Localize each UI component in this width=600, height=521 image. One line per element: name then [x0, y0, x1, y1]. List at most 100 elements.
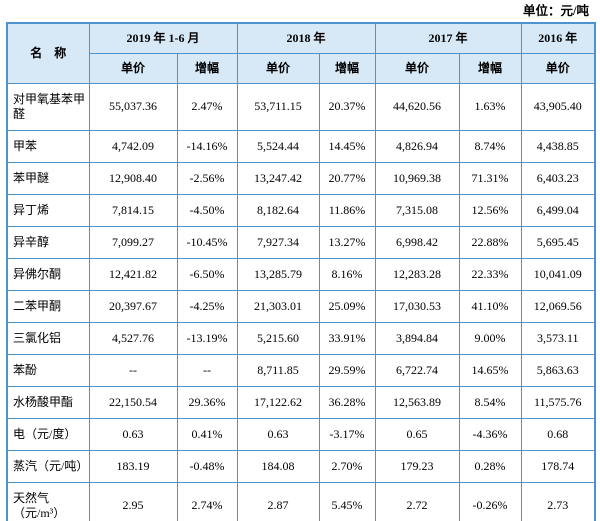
price-cell: --: [88, 353, 178, 387]
header-price-2017: 单价: [374, 52, 460, 84]
pct-cell: 14.45%: [318, 129, 376, 163]
price-cell: 6,499.04: [520, 193, 596, 227]
row-name: 苯甲醚: [6, 161, 90, 195]
table-body: 对甲氧基苯甲醛 55,037.36 2.47% 53,711.15 20.37% 44,6…: [6, 82, 596, 521]
price-cell: 5,863.63: [520, 353, 596, 387]
price-cell: 20,397.67: [88, 289, 178, 323]
price-cell: 7,814.15: [88, 193, 178, 227]
price-cell: 12,908.40: [88, 161, 178, 195]
pct-cell: -6.50%: [176, 257, 238, 291]
row-name: 甲苯: [6, 129, 90, 163]
table-row: 异丁烯 7,814.15 -4.50% 8,182.64 11.86% 7,315.08 1…: [6, 193, 596, 227]
pct-cell: -0.48%: [176, 449, 238, 483]
header-row-years: 名 称 2019 年 1-6 月 2018 年 2017 年 2016 年: [6, 22, 596, 84]
price-cell: 4,826.94: [374, 129, 460, 163]
table-row: 水杨酸甲酯 22,150.54 29.36% 17,122.62 36.28% 12,56…: [6, 385, 596, 419]
pct-cell: 41.10%: [458, 289, 522, 323]
header-2019: 2019 年 1-6 月: [88, 22, 238, 54]
price-cell: 6,403.23: [520, 161, 596, 195]
pct-cell: -4.25%: [176, 289, 238, 323]
pct-cell: 25.09%: [318, 289, 376, 323]
price-cell: 12,421.82: [88, 257, 178, 291]
price-cell: 21,303.01: [236, 289, 320, 323]
price-cell: 55,037.36: [88, 82, 178, 131]
row-name: 水杨酸甲酯: [6, 385, 90, 419]
price-cell: 8,711.85: [236, 353, 320, 387]
price-cell: 13,247.42: [236, 161, 320, 195]
pct-cell: 22.88%: [458, 225, 522, 259]
table-row: 甲苯 4,742.09 -14.16% 5,524.44 14.45% 4,826.94 8…: [6, 129, 596, 163]
row-name: 蒸汽（元/吨）: [6, 449, 90, 483]
header-price-2018: 单价: [236, 52, 320, 84]
price-cell: 7,927.34: [236, 225, 320, 259]
price-cell: 2.73: [520, 481, 596, 521]
pct-cell: 13.27%: [318, 225, 376, 259]
table-row: 异佛尔酮 12,421.82 -6.50% 13,285.79 8.16% 12,283.…: [6, 257, 596, 291]
price-cell: 7,315.08: [374, 193, 460, 227]
header-name: 名 称: [6, 22, 90, 84]
pct-cell: 33.91%: [318, 321, 376, 355]
row-name: 苯酚: [6, 353, 90, 387]
pct-cell: 11.86%: [318, 193, 376, 227]
price-cell: 3,573.11: [520, 321, 596, 355]
price-cell: 4,742.09: [88, 129, 178, 163]
price-cell: 43,905.40: [520, 82, 596, 131]
price-cell: 0.63: [88, 417, 178, 451]
price-cell: 5,215.60: [236, 321, 320, 355]
price-cell: 2.95: [88, 481, 178, 521]
price-cell: 17,122.62: [236, 385, 320, 419]
price-cell: 183.19: [88, 449, 178, 483]
price-cell: 44,620.56: [374, 82, 460, 131]
price-cell: 5,695.45: [520, 225, 596, 259]
pct-cell: -14.16%: [176, 129, 238, 163]
table-row: 天然气（元/m³） 2.95 2.74% 2.87 5.45% 2.72 -0.26% 2.7…: [6, 481, 596, 521]
price-cell: 6,998.42: [374, 225, 460, 259]
price-cell: 0.63: [236, 417, 320, 451]
price-cell: 12,283.28: [374, 257, 460, 291]
header-pct-2019: 增幅: [176, 52, 238, 84]
price-cell: 22,150.54: [88, 385, 178, 419]
price-cell: 179.23: [374, 449, 460, 483]
pct-cell: 71.31%: [458, 161, 522, 195]
pct-cell: 8.16%: [318, 257, 376, 291]
price-cell: 0.68: [520, 417, 596, 451]
pct-cell: 9.00%: [458, 321, 522, 355]
header-price-2019: 单价: [88, 52, 178, 84]
table-row: 对甲氧基苯甲醛 55,037.36 2.47% 53,711.15 20.37% 44,6…: [6, 82, 596, 131]
row-name: 二苯甲酮: [6, 289, 90, 323]
pct-cell: --: [176, 353, 238, 387]
header-row-metrics: 单价 增幅 单价 增幅 单价 增幅 单价: [7, 52, 596, 84]
pct-cell: 2.74%: [176, 481, 238, 521]
pct-cell: 20.77%: [318, 161, 376, 195]
unit-label: 单位：元/吨: [523, 4, 589, 18]
price-cell: 10,969.38: [374, 161, 460, 195]
row-name: 三氯化铝: [6, 321, 90, 355]
pct-cell: 5.45%: [318, 481, 376, 521]
pct-cell: 29.59%: [318, 353, 376, 387]
pct-cell: 0.41%: [176, 417, 238, 451]
price-cell: 6,722.74: [374, 353, 460, 387]
pct-cell: 1.63%: [458, 82, 522, 131]
price-cell: 4,438.85: [520, 129, 596, 163]
pct-cell: 2.70%: [318, 449, 376, 483]
header-pct-2018: 增幅: [318, 52, 376, 84]
pct-cell: 0.28%: [458, 449, 522, 483]
pct-cell: -4.50%: [176, 193, 238, 227]
header-2018: 2018 年: [236, 22, 376, 54]
pct-cell: 36.28%: [318, 385, 376, 419]
row-name: 电（元/度）: [6, 417, 90, 451]
price-cell: 8,182.64: [236, 193, 320, 227]
table-row: 二苯甲酮 20,397.67 -4.25% 21,303.01 25.09% 17,030…: [6, 289, 596, 323]
header-pct-2017: 增幅: [458, 52, 522, 84]
header-2016: 2016 年: [520, 22, 596, 54]
header-price-2016: 单价: [520, 52, 596, 84]
row-name: 对甲氧基苯甲醛: [6, 82, 90, 131]
price-cell: 13,285.79: [236, 257, 320, 291]
price-cell: 10,041.09: [520, 257, 596, 291]
pct-cell: -4.36%: [458, 417, 522, 451]
pct-cell: -10.45%: [176, 225, 238, 259]
table-row: 三氯化铝 4,527.76 -13.19% 5,215.60 33.91% 3,894.8…: [6, 321, 596, 355]
price-cell: 17,030.53: [374, 289, 460, 323]
pct-cell: -0.26%: [458, 481, 522, 521]
